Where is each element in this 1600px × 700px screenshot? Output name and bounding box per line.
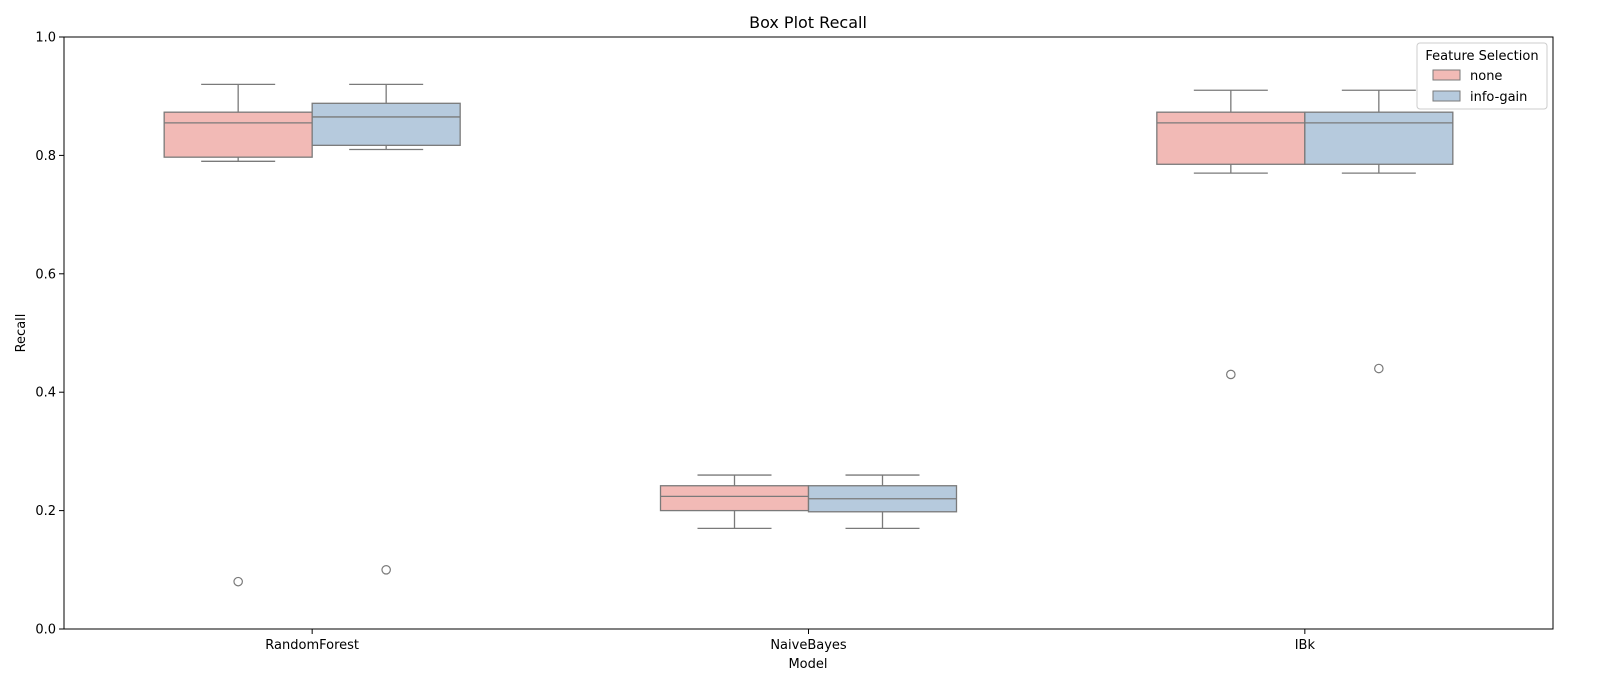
x-tick-label-1: NaiveBayes — [770, 638, 847, 653]
iqr-box-info-gain-RandomForest — [311, 102, 461, 146]
legend: Feature Selection none info-gain — [1416, 42, 1548, 110]
box-info-gain-RandomForest — [311, 83, 461, 575]
y-tick-label-5: 1.0 — [35, 31, 56, 46]
legend-label-none: none — [1470, 69, 1502, 84]
y-axis-label: Recall — [14, 314, 29, 353]
chart-title: Box Plot Recall — [749, 13, 867, 32]
iqr-box-info-gain-IBk — [1304, 111, 1454, 165]
y-tick-label-1: 0.2 — [35, 504, 56, 519]
legend-label-info-gain: info-gain — [1470, 90, 1527, 105]
outlier-none-RandomForest-0 — [233, 576, 243, 587]
iqr-box-none-RandomForest — [163, 111, 313, 158]
y-tick-label-0: 0.0 — [35, 623, 56, 638]
y-tick-label-4: 0.8 — [35, 149, 56, 164]
y-tick-label-3: 0.6 — [35, 267, 56, 282]
outlier-info-gain-IBk-0 — [1374, 363, 1384, 374]
legend-title: Feature Selection — [1425, 49, 1538, 64]
plot-frame — [63, 36, 1554, 630]
box-info-gain-IBk — [1304, 89, 1454, 374]
legend-swatch-info-gain — [1432, 90, 1461, 102]
y-tick-label-2: 0.4 — [35, 386, 56, 401]
outlier-none-IBk-0 — [1226, 369, 1236, 380]
iqr-box-none-IBk — [1156, 111, 1306, 165]
box-none-NaiveBayes — [659, 474, 810, 530]
x-tick-label-2: IBk — [1295, 638, 1316, 653]
x-axis-label: Model — [788, 657, 827, 672]
outlier-info-gain-RandomForest-0 — [381, 564, 391, 575]
box-none-RandomForest — [163, 83, 313, 587]
axes-layer: 0.0 0.2 0.4 0.6 0.8 1.0 RandomForest NaiveBayes… — [35, 31, 1315, 654]
x-tick-label-0: RandomForest — [265, 638, 359, 653]
iqr-box-none-NaiveBayes — [659, 485, 810, 512]
legend-swatch-none — [1432, 69, 1461, 81]
box-info-gain-NaiveBayes — [807, 474, 958, 530]
plot-layer — [163, 83, 1454, 587]
